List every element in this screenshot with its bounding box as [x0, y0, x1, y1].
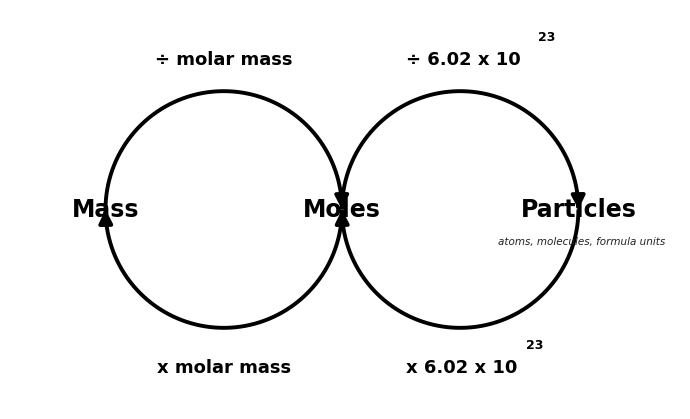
- Text: ÷ molar mass: ÷ molar mass: [155, 51, 293, 69]
- Text: atoms, molecules, formula units: atoms, molecules, formula units: [498, 237, 665, 247]
- Text: Mass: Mass: [72, 197, 139, 222]
- Text: x 6.02 x 10: x 6.02 x 10: [406, 359, 518, 377]
- Text: Moles: Moles: [303, 197, 381, 222]
- Text: 23: 23: [538, 31, 555, 44]
- Text: 23: 23: [526, 339, 544, 352]
- Text: Particles: Particles: [520, 197, 636, 222]
- Text: ÷ 6.02 x 10: ÷ 6.02 x 10: [406, 51, 521, 69]
- Text: x molar mass: x molar mass: [157, 359, 290, 377]
